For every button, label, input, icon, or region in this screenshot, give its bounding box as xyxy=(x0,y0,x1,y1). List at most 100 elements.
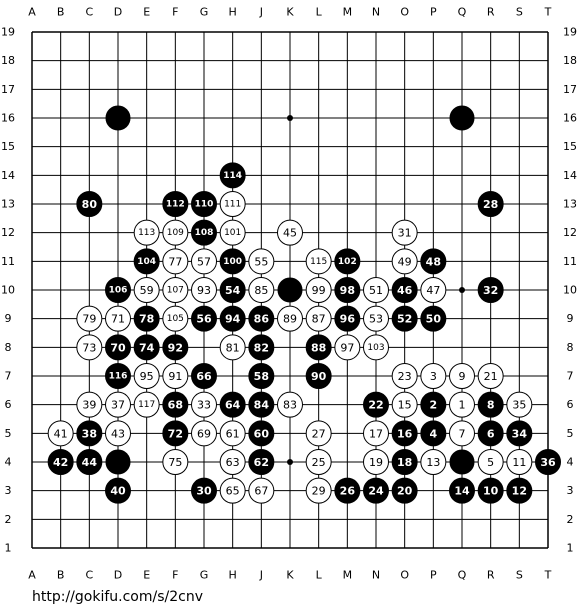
black-stone xyxy=(76,191,103,217)
move-number: 49 xyxy=(398,255,412,268)
white-stone xyxy=(449,420,475,447)
star-point xyxy=(459,287,465,293)
white-stone xyxy=(76,305,103,332)
move-number: 13 xyxy=(426,456,440,469)
move-number: 23 xyxy=(398,370,412,383)
move-number: 24 xyxy=(368,485,384,498)
column-label: E xyxy=(143,6,150,19)
move-number: 36 xyxy=(540,456,556,469)
move-number: 33 xyxy=(197,399,211,412)
move-number: 50 xyxy=(426,313,442,326)
move-number: 18 xyxy=(397,456,412,469)
black-stone xyxy=(105,477,131,504)
white-stone xyxy=(277,219,303,246)
move-number: 105 xyxy=(167,314,184,324)
move-number: 12 xyxy=(512,485,527,498)
move-number: 99 xyxy=(312,284,326,297)
white-stone xyxy=(391,363,418,389)
move-number: 22 xyxy=(368,399,383,412)
column-label: S xyxy=(516,6,523,19)
move-number: 43 xyxy=(111,427,125,440)
black-stone xyxy=(162,391,189,418)
white-stone xyxy=(133,363,160,389)
move-number: 116 xyxy=(109,372,128,382)
column-label: T xyxy=(544,569,552,582)
row-label: 11 xyxy=(1,255,15,268)
black-stone xyxy=(477,420,504,447)
move-number: 98 xyxy=(340,284,355,297)
white-stone xyxy=(277,305,303,332)
black-stone xyxy=(47,449,74,475)
column-label: A xyxy=(28,6,36,19)
black-stone xyxy=(248,334,275,361)
row-label: 1 xyxy=(5,542,12,555)
move-number: 77 xyxy=(168,255,182,268)
move-number: 91 xyxy=(168,370,182,383)
move-number: 59 xyxy=(140,284,154,297)
move-number: 51 xyxy=(369,284,383,297)
move-number: 4 xyxy=(430,427,438,440)
star-point xyxy=(287,459,293,465)
white-stone xyxy=(76,391,103,418)
black-stone xyxy=(506,420,533,447)
move-number: 1 xyxy=(459,399,466,412)
column-label: K xyxy=(286,569,294,582)
white-stone xyxy=(477,363,504,389)
black-stone xyxy=(391,477,418,504)
move-number: 40 xyxy=(110,485,126,498)
move-number: 48 xyxy=(426,255,441,268)
column-label: C xyxy=(85,569,93,582)
black-stone xyxy=(162,420,189,447)
row-label: 3 xyxy=(567,484,574,497)
black-stone xyxy=(191,191,217,217)
row-label: 13 xyxy=(563,198,577,211)
move-number: 27 xyxy=(312,427,326,440)
white-stone xyxy=(334,334,361,361)
move-number: 89 xyxy=(283,313,297,326)
black-stone xyxy=(334,248,361,275)
move-number: 11 xyxy=(512,456,526,469)
row-label: 5 xyxy=(567,427,574,440)
black-stone xyxy=(105,334,131,361)
white-stone xyxy=(391,391,418,418)
move-number: 70 xyxy=(110,341,126,354)
row-label: 17 xyxy=(1,83,15,96)
move-number: 3 xyxy=(430,370,437,383)
black-stone xyxy=(391,420,418,447)
move-number: 87 xyxy=(312,313,326,326)
white-stone xyxy=(506,391,533,418)
black-stone xyxy=(191,477,217,504)
move-number: 6 xyxy=(487,427,495,440)
move-number: 72 xyxy=(168,427,183,440)
move-number: 110 xyxy=(195,200,214,210)
black-stone xyxy=(449,449,475,475)
black-stone xyxy=(449,477,475,504)
black-stone xyxy=(76,420,103,447)
white-stone xyxy=(191,248,217,275)
white-stone xyxy=(162,449,189,475)
move-number: 15 xyxy=(398,399,412,412)
black-stone xyxy=(363,391,389,418)
move-number: 92 xyxy=(168,341,183,354)
move-number: 19 xyxy=(369,456,383,469)
move-number: 107 xyxy=(167,286,184,296)
move-number: 2 xyxy=(430,399,438,412)
move-number: 55 xyxy=(254,255,268,268)
move-number: 28 xyxy=(483,198,498,211)
move-number: 75 xyxy=(168,456,182,469)
move-number: 46 xyxy=(397,284,413,297)
move-number: 108 xyxy=(195,228,214,238)
move-number: 112 xyxy=(166,200,185,210)
column-label: O xyxy=(400,569,409,582)
black-stone xyxy=(391,277,418,303)
row-label: 16 xyxy=(1,112,15,125)
column-label: F xyxy=(172,6,178,19)
white-stone xyxy=(277,391,303,418)
white-stone xyxy=(363,420,389,447)
coordinates: AABBCCDDEEFFGGHHJJKKLLMMNNOOPPQQRRSSTT19… xyxy=(1,6,577,582)
move-number: 14 xyxy=(454,485,470,498)
white-stone xyxy=(47,420,74,447)
row-label: 12 xyxy=(1,226,15,239)
white-stone xyxy=(420,363,447,389)
row-label: 14 xyxy=(1,169,15,182)
